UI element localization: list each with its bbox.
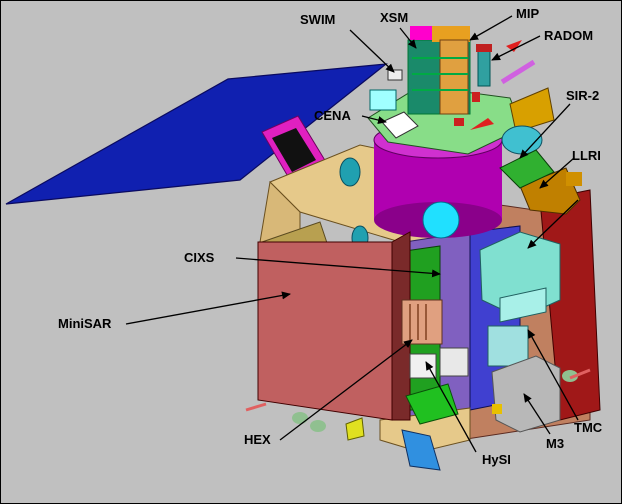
label-mip: MIP (516, 6, 539, 21)
leader-swim (349, 29, 395, 73)
label-xsm: XSM (380, 10, 408, 25)
label-cixs: CIXS (184, 250, 215, 265)
hex-hysi-hardware (401, 299, 469, 425)
label-swim: SWIM (300, 12, 335, 27)
solar-panel (5, 63, 388, 205)
label-llri: LLRI (572, 148, 601, 163)
label-minisar: MiniSAR (58, 316, 112, 331)
label-cena: CENA (314, 108, 351, 123)
leader-cixs (235, 257, 441, 278)
leader-lines (125, 15, 579, 453)
tmc-box (479, 231, 561, 367)
label-hex: HEX (244, 432, 271, 447)
labels: SWIM XSM MIP RADOM CENA SIR-2 LLRI CIXS … (58, 6, 603, 467)
leader-xsm (399, 27, 417, 49)
leader-mip (469, 15, 513, 41)
leader-hex (279, 339, 413, 441)
sphere-tank (422, 201, 460, 239)
leader-minisar (125, 291, 291, 325)
label-hysi: HySI (482, 452, 511, 467)
label-m3: M3 (546, 436, 564, 451)
llri-instrument (499, 149, 582, 215)
leader-tmc-box (527, 199, 579, 249)
label-sir2: SIR-2 (566, 88, 599, 103)
sir2-instrument (501, 87, 555, 155)
landing-elements (245, 368, 591, 471)
leader-llri (539, 157, 575, 189)
label-tmc: TMC (574, 420, 603, 435)
leader-hysi (425, 361, 477, 453)
leader-tmc (527, 329, 579, 421)
label-radom: RADOM (544, 28, 593, 43)
minisar-panel (257, 231, 411, 421)
leader-sir2 (519, 103, 571, 159)
leader-m3 (523, 393, 551, 435)
top-instrument-deck (367, 26, 536, 155)
leader-radom (491, 35, 541, 61)
leader-cena (361, 115, 387, 124)
